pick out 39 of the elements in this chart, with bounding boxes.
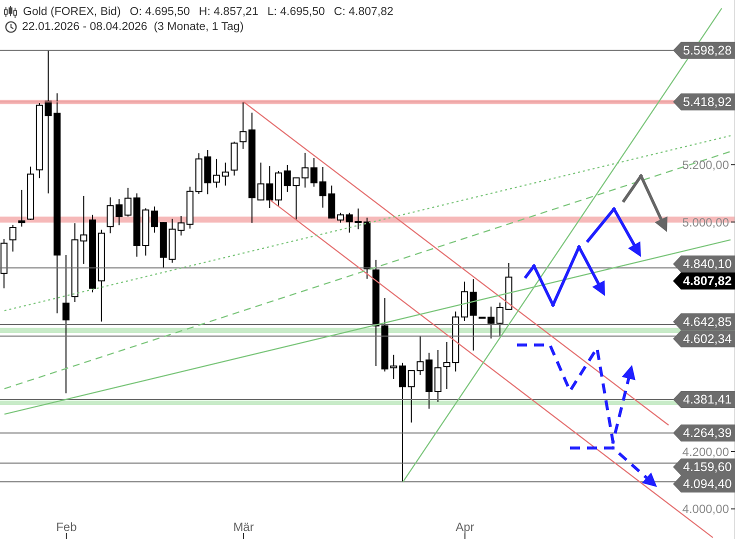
- ref-line-label: 4.381,41: [683, 392, 732, 406]
- candlestick: [9, 224, 16, 252]
- ref-line-label: 4.602,34: [683, 332, 732, 346]
- candlestick: [213, 158, 220, 188]
- y-tick-label: 5.200,00: [682, 158, 730, 172]
- y-tick-label: 4.000,00: [682, 502, 730, 516]
- candlestick: [496, 302, 504, 336]
- candlestick: [337, 212, 344, 224]
- ref-line-label: 5.418,92: [683, 94, 732, 109]
- candlestick: [488, 306, 495, 339]
- y-tick-label: 4.200,00: [682, 444, 730, 459]
- y-tick-label: 5.000,00: [682, 215, 730, 230]
- candlestick: [302, 152, 309, 188]
- annotation: H: 4.857,21: [198, 5, 258, 19]
- candlestick: [124, 187, 132, 218]
- candlestick: [151, 206, 158, 234]
- candlestick: [222, 162, 229, 186]
- candlestick: [18, 189, 26, 228]
- annotation: 4.807,82: [683, 274, 732, 288]
- annotation: L: 4.695,50: [267, 5, 325, 19]
- x-tick-label: Mär: [233, 520, 254, 534]
- annotation: O: 4.695,50: [130, 5, 190, 19]
- ref-line-label: 4.159,60: [683, 460, 732, 474]
- x-tick-label: Feb: [56, 520, 78, 534]
- x-tick-label: Apr: [456, 520, 474, 534]
- ref-line-label: 5.598,28: [683, 43, 732, 58]
- text: 22.01.2026 - 08.04.2026 (3 Monate, 1 Tag): [22, 20, 244, 34]
- candlestick: [398, 362, 406, 482]
- candlestick: [62, 254, 70, 394]
- annotation: C: 4.807,82: [334, 5, 394, 19]
- ref-line-label: 4.264,39: [683, 426, 732, 440]
- candlestick: [470, 278, 477, 352]
- candlestick: [240, 101, 247, 150]
- ref-line-label: 4.840,10: [683, 257, 732, 272]
- ref-line-label: 4.642,85: [683, 314, 732, 329]
- ref-line-label: 4.094,40: [683, 477, 732, 492]
- candlestick: [434, 349, 442, 402]
- candlestick: [310, 158, 318, 188]
- text: Gold (FOREX, Bid): [23, 5, 121, 19]
